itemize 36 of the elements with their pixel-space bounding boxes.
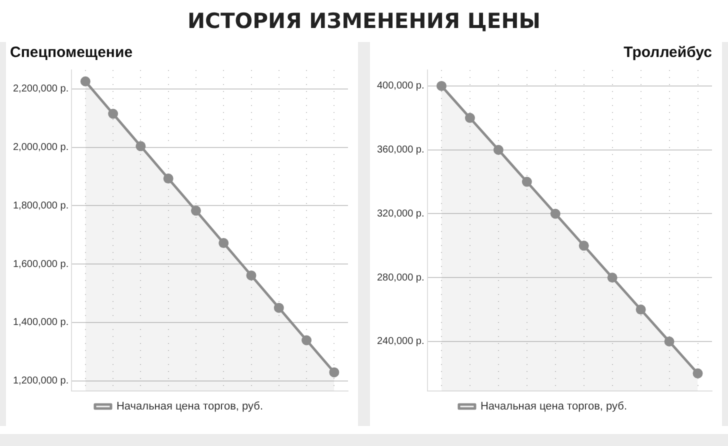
point bbox=[302, 335, 312, 346]
chart-title: ИСТОРИЯ ИЗМЕНЕНИЯ ЦЕНЫ bbox=[186, 8, 542, 35]
chart-subtitle: Спецпомещение bbox=[10, 44, 133, 62]
point bbox=[692, 368, 703, 378]
point bbox=[578, 240, 589, 251]
y-tick-label: 2,000,000 р. bbox=[12, 142, 69, 154]
y-tick-label: 1,600,000 р. bbox=[12, 258, 69, 270]
point bbox=[108, 108, 118, 119]
point bbox=[607, 272, 618, 283]
legend-label: Начальная цена торгов, руб. bbox=[480, 400, 628, 413]
point bbox=[329, 367, 340, 378]
point bbox=[190, 206, 201, 216]
y-tick-label: 280,000 р. bbox=[377, 272, 424, 284]
point bbox=[246, 270, 256, 280]
point bbox=[274, 302, 284, 313]
chart-subtitle: Троллейбус bbox=[624, 44, 712, 62]
y-tick-label: 2,200,000 р. bbox=[12, 84, 69, 95]
point bbox=[136, 141, 146, 152]
point bbox=[522, 176, 532, 187]
point bbox=[550, 208, 560, 219]
point bbox=[493, 144, 504, 155]
point bbox=[80, 76, 90, 86]
point bbox=[218, 238, 229, 248]
point bbox=[163, 174, 174, 184]
point bbox=[664, 336, 674, 346]
point bbox=[636, 304, 646, 315]
y-tick-label: 1,400,000 р. bbox=[12, 317, 69, 328]
point bbox=[436, 80, 447, 91]
y-tick-label: 360,000 р. bbox=[377, 144, 424, 156]
y-tick-label: 320,000 р. bbox=[377, 208, 424, 220]
legend-label: Начальная цена торгов, руб. bbox=[116, 400, 264, 413]
y-tick-label: 400,000 р. bbox=[377, 80, 424, 92]
point bbox=[464, 112, 475, 123]
y-tick-label: 1,800,000 р. bbox=[12, 200, 69, 212]
y-tick-label: 240,000 р. bbox=[377, 336, 424, 348]
y-tick-label: 1,200,000 р. bbox=[12, 376, 69, 387]
